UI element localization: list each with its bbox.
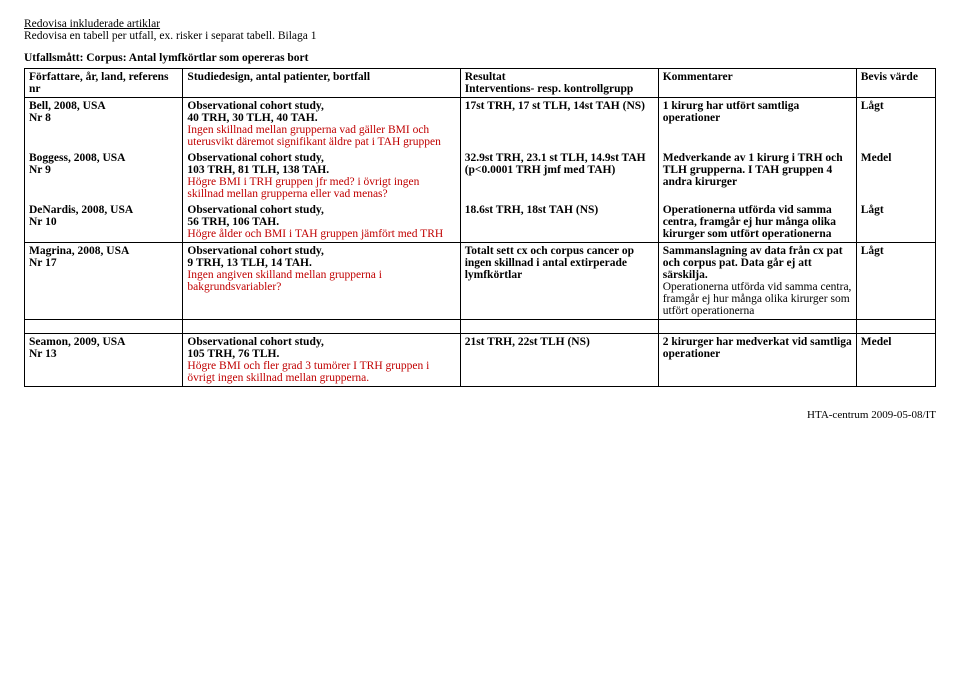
cell-comment: 2 kirurger har medverkat vid samtliga op…	[658, 334, 856, 387]
cell-author: Seamon, 2009, USA Nr 13	[25, 334, 183, 387]
cell-comment: Medverkande av 1 kirurg i TRH och TLH gr…	[658, 150, 856, 202]
col-comment: Kommentarer	[658, 69, 856, 98]
col-author: Författare, år, land, referens nr	[25, 69, 183, 98]
table-row: DeNardis, 2008, USA Nr 10Observational c…	[25, 202, 936, 243]
evidence-table: Författare, år, land, referens nr Studie…	[24, 68, 936, 387]
cell-result: 17st TRH, 17 st TLH, 14st TAH (NS)	[460, 98, 658, 151]
cell-author: Magrina, 2008, USA Nr 17	[25, 243, 183, 320]
header-line2: Redovisa en tabell per utfall, ex. riske…	[24, 30, 936, 42]
cell-author: Boggess, 2008, USA Nr 9	[25, 150, 183, 202]
cell-author: Bell, 2008, USA Nr 8	[25, 98, 183, 151]
col-design: Studiedesign, antal patienter, bortfall	[183, 69, 460, 98]
outcome-label: Utfallsmått:	[24, 52, 83, 64]
cell-evidence: Lågt	[856, 243, 935, 320]
cell-evidence: Lågt	[856, 202, 935, 243]
table-gap-row	[25, 320, 936, 334]
table-row: Boggess, 2008, USA Nr 9Observational coh…	[25, 150, 936, 202]
cell-result: 21st TRH, 22st TLH (NS)	[460, 334, 658, 387]
cell-comment: Operationerna utförda vid samma centra, …	[658, 202, 856, 243]
page-header: Redovisa inkluderade artiklar Redovisa e…	[24, 18, 936, 64]
col-evidence: Bevis värde	[856, 69, 935, 98]
cell-result: 18.6st TRH, 18st TAH (NS)	[460, 202, 658, 243]
cell-result: 32.9st TRH, 23.1 st TLH, 14.9st TAH (p<0…	[460, 150, 658, 202]
cell-design: Observational cohort study, 56 TRH, 106 …	[183, 202, 460, 243]
cell-evidence: Lågt	[856, 98, 935, 151]
header-line1: Redovisa inkluderade artiklar	[24, 18, 936, 30]
cell-evidence: Medel	[856, 150, 935, 202]
outcome-value: Corpus: Antal lymfkörtlar som opereras b…	[86, 52, 308, 64]
cell-comment: 1 kirurg har utfört samtliga operationer	[658, 98, 856, 151]
cell-comment: Sammanslagning av data från cx pat och c…	[658, 243, 856, 320]
cell-design: Observational cohort study, 9 TRH, 13 TL…	[183, 243, 460, 320]
cell-design: Observational cohort study, 40 TRH, 30 T…	[183, 98, 460, 151]
table-row: Magrina, 2008, USA Nr 17Observational co…	[25, 243, 936, 320]
cell-author: DeNardis, 2008, USA Nr 10	[25, 202, 183, 243]
cell-design: Observational cohort study, 103 TRH, 81 …	[183, 150, 460, 202]
page-footer: HTA-centrum 2009-05-08/IT	[24, 409, 936, 421]
table-row: Bell, 2008, USA Nr 8Observational cohort…	[25, 98, 936, 151]
table-header-row: Författare, år, land, referens nr Studie…	[25, 69, 936, 98]
cell-result: Totalt sett cx och corpus cancer op inge…	[460, 243, 658, 320]
header-line3: Utfallsmått: Corpus: Antal lymfkörtlar s…	[24, 52, 936, 64]
col-result: Resultat Interventions- resp. kontrollgr…	[460, 69, 658, 98]
cell-design: Observational cohort study, 105 TRH, 76 …	[183, 334, 460, 387]
table-row: Seamon, 2009, USA Nr 13Observational coh…	[25, 334, 936, 387]
cell-evidence: Medel	[856, 334, 935, 387]
